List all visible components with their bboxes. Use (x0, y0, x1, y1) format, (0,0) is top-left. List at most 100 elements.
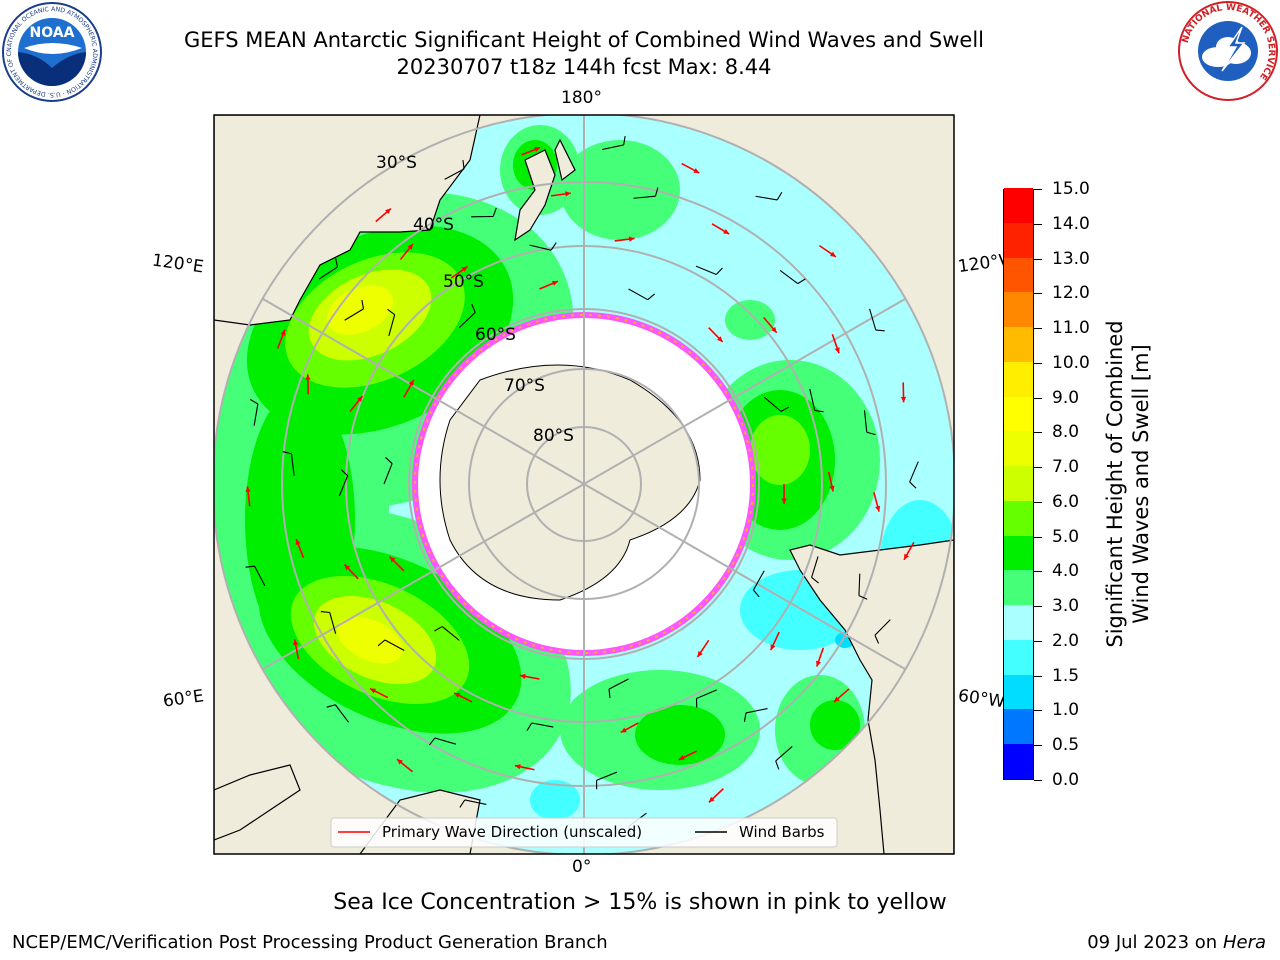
wind-barb (763, 396, 790, 412)
wind-barb (387, 308, 396, 337)
wind-barb (529, 242, 557, 251)
wind-barb (245, 565, 266, 586)
wind-barb (811, 556, 819, 584)
colorbar-tick (1034, 432, 1042, 434)
wind-barb (775, 746, 793, 770)
wave-direction-arrow (375, 207, 392, 223)
machine-name: Hera (1222, 932, 1266, 953)
wind-barb (282, 451, 295, 476)
wind-barb (909, 461, 919, 489)
colorbar-tick-label: 6.0 (1052, 491, 1080, 512)
wave-direction-arrow (900, 382, 907, 403)
wave-direction-arrow (450, 265, 469, 279)
wind-barb (863, 410, 876, 436)
colorbar-tick (1034, 780, 1042, 781)
colorbar-segment (1004, 674, 1033, 710)
wave-direction-arrow (711, 223, 730, 235)
wind-barb (344, 299, 365, 321)
run-date-text: 09 Jul 2023 on (1087, 932, 1223, 953)
legend-barb-label: Wind Barbs (739, 823, 825, 841)
colorbar-tick (1034, 293, 1042, 295)
lat-label-60s: 60°S (475, 325, 516, 345)
colorbar-segment (1004, 187, 1033, 223)
wind-barb (858, 573, 868, 600)
wave-direction-arrow (343, 563, 359, 580)
colorbar-tick (1034, 606, 1042, 608)
wave-direction-arrow (833, 688, 850, 703)
wind-barb (471, 207, 497, 218)
wind-barb (633, 187, 659, 199)
wind-barb (695, 265, 723, 276)
wave-direction-arrow (681, 162, 700, 174)
colorbar-tick-label: 8.0 (1052, 422, 1080, 443)
wind-barb (596, 771, 618, 790)
wave-direction-arrow (389, 556, 405, 572)
colorbar-tick (1034, 640, 1042, 642)
colorbar-tick-label: 0.0 (1052, 770, 1080, 790)
wave-direction-arrow (827, 471, 835, 492)
lat-label-80s: 80°S (533, 426, 574, 446)
wind-barb (874, 619, 891, 644)
wind-barb (383, 457, 393, 485)
colorbar-tick (1034, 362, 1042, 364)
colorbar-tick (1034, 328, 1042, 330)
wave-direction-arrow (369, 687, 389, 699)
colorbar-tick-label: 11.0 (1052, 318, 1090, 339)
colorbar-segment (1004, 430, 1033, 467)
colorbar-tick (1034, 745, 1042, 747)
lat-label-40s: 40°S (413, 215, 454, 235)
wave-direction-arrow (245, 486, 251, 507)
colorbar-segment (1004, 291, 1033, 328)
wind-barb (752, 570, 765, 598)
wave-direction-arrow (708, 788, 724, 803)
wave-direction-arrow (781, 483, 787, 505)
lat-label-30s: 30°S (376, 153, 417, 173)
wind-barb (320, 611, 337, 634)
colorbar (1003, 187, 1034, 780)
wave-direction-arrow (903, 541, 915, 561)
wave-direction-arrow (539, 280, 559, 290)
colorbar-tick-label: 7.0 (1052, 457, 1080, 478)
wave-direction-arrow (815, 647, 825, 667)
colorbar-title-line1: Significant Height of Combined (1103, 320, 1127, 648)
wind-barb (458, 303, 476, 329)
legend-wave-label: Primary Wave Direction (unscaled) (382, 823, 642, 841)
colorbar-tick-label: 9.0 (1052, 387, 1080, 408)
wind-barb (326, 704, 350, 723)
wave-direction-arrow (293, 639, 300, 660)
graticule (214, 115, 954, 854)
wind-barb (526, 722, 554, 731)
wind-barb (779, 269, 806, 285)
colorbar-tick (1034, 189, 1042, 190)
wind-barb (628, 288, 656, 301)
run-date: 09 Jul 2023 on Hera (1087, 932, 1266, 953)
chart-subtitle: 20230707 t18z 144h fcst Max: 8.44 (396, 55, 772, 79)
latitude-labels: 30°S 40°S 50°S 60°S 70°S 80°S (376, 153, 574, 446)
colorbar-segment (1004, 743, 1033, 779)
colorbar-tick (1034, 223, 1042, 225)
wave-direction-arrow (349, 395, 364, 413)
colorbar-segment (1004, 257, 1033, 293)
wave-direction-arrow (831, 334, 840, 354)
colorbar-segment (1004, 569, 1033, 606)
vector-layer (245, 135, 919, 836)
sea-ice-note: Sea Ice Concentration > 15% is shown in … (333, 890, 947, 915)
nws-logo-icon: NATIONAL WEATHER SERVICE (1178, 1, 1278, 101)
colorbar-tick-label: 0.5 (1052, 735, 1080, 756)
wind-barb (695, 689, 717, 708)
wind-barb (743, 708, 768, 722)
noaa-logo-icon: NATIONAL OCEANIC AND ATMOSPHERIC ADMINIS… (2, 2, 102, 102)
map-legend: Primary Wave Direction (unscaled) Wind B… (330, 817, 838, 848)
colorbar-segment (1004, 465, 1033, 501)
wave-direction-arrow (519, 673, 540, 680)
wind-barb (428, 737, 457, 746)
wind-barb (434, 626, 460, 641)
wave-direction-arrow (818, 244, 837, 258)
wave-direction-arrow (708, 327, 724, 343)
colorbar-tick-label: 15.0 (1052, 179, 1090, 199)
colorbar-tick-label: 4.0 (1052, 561, 1080, 582)
wave-direction-arrow (678, 750, 698, 761)
colorbar-segment (1004, 535, 1033, 571)
colorbar-tick-label: 2.0 (1052, 630, 1080, 651)
